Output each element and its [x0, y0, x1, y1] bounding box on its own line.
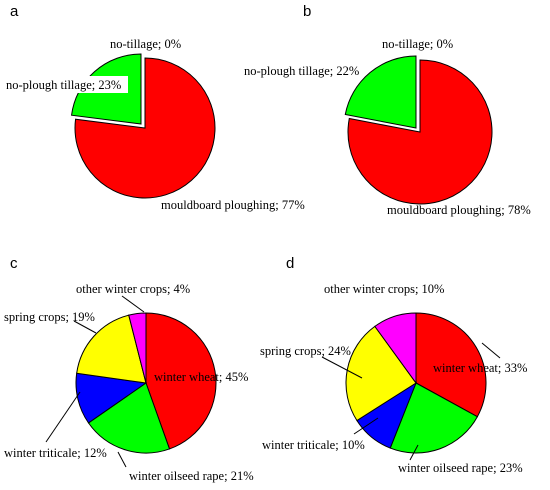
- pie-d-leader-wheat: [481, 342, 501, 359]
- pie-c-leader-other: [121, 295, 145, 313]
- pie-c-label-triticale: winter triticale; 12%: [4, 446, 107, 460]
- pie-panel-d: d other winter crops; 10% spring crops; …: [260, 255, 527, 475]
- pie-c-slice-3: [76, 314, 147, 384]
- pie-a-label-mouldboard: mouldboard ploughing; 77%: [161, 198, 305, 212]
- pie-d-leader-oilseed: [409, 444, 419, 461]
- pie-c-label-wheat: winter wheat; 45%: [154, 370, 248, 384]
- pie-d-slice-0: [415, 312, 487, 418]
- panel-label-a: a: [10, 3, 19, 20]
- pie-b-slices: [344, 55, 493, 205]
- pie-d-slices: [345, 312, 487, 454]
- pie-c-slice-4: [128, 312, 147, 384]
- pie-d-label-wheat: winter wheat; 33%: [433, 361, 527, 375]
- pie-c-label-other: other winter crops; 4%: [76, 282, 190, 296]
- pie-d-label-spring: spring crops; 24%: [260, 344, 351, 358]
- pie-a-label-no-tillage: no-tillage; 0%: [110, 37, 181, 51]
- pie-c-slices: [75, 312, 217, 454]
- pie-c-label-oilseed: winter oilseed rape; 21%: [129, 469, 254, 483]
- pie-a-label-highlight: [4, 76, 128, 93]
- pie-d-label-triticale: winter triticale; 10%: [262, 438, 365, 452]
- pie-b-label-no-tillage: no-tillage; 0%: [382, 37, 453, 51]
- panel-label-d: d: [286, 255, 294, 272]
- pie-d-leader-triticale: [353, 417, 379, 435]
- pie-c-slice-1: [87, 382, 171, 454]
- pie-panel-b: b no-tillage; 0% no-plough tillage; 22% …: [244, 3, 531, 217]
- pie-b-slice-2: [344, 55, 417, 129]
- pie-a-label-no-plough: no-plough tillage; 23%: [6, 78, 121, 92]
- pie-d-slice-4: [374, 312, 417, 385]
- pie-d-slice-1: [389, 382, 479, 454]
- pie-b-label-no-plough: no-plough tillage; 22%: [244, 64, 359, 78]
- pie-c-leader-oilseed: [117, 451, 127, 468]
- pie-a-slices: [70, 53, 216, 199]
- panel-label-c: c: [10, 255, 18, 272]
- panel-label-b: b: [303, 3, 311, 20]
- pie-c-slice-0: [145, 312, 217, 450]
- pie-d-label-oilseed: winter oilseed rape; 23%: [398, 461, 523, 475]
- pie-d-label-other: other winter crops; 10%: [324, 282, 444, 296]
- pie-d-leader-spring: [321, 356, 363, 379]
- pie-c-leader-triticale: [45, 391, 81, 443]
- pie-panel-a: a no-tillage; 0% no-plough tillage; 23% …: [4, 3, 305, 212]
- pie-c-label-spring: spring crops; 19%: [4, 310, 95, 324]
- pie-b-label-mouldboard: mouldboard ploughing; 78%: [387, 203, 531, 217]
- pie-b-slice-1: [347, 59, 493, 205]
- pie-a-slice-1: [74, 57, 216, 199]
- pie-panel-c: c other winter crops; 4% spring crops; 1…: [4, 255, 254, 483]
- pie-c-leader-spring: [73, 320, 97, 334]
